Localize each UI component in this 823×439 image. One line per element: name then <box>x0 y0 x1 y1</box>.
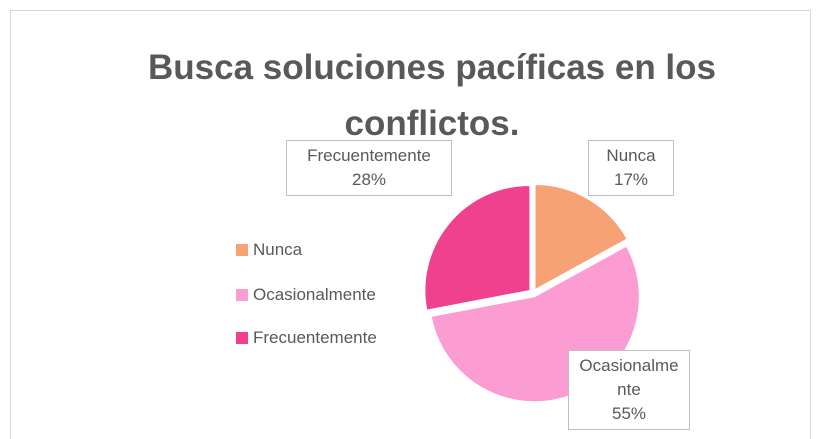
legend-entry: Ocasionalmente <box>236 285 376 305</box>
data-label: Frecuentemente 28% <box>286 140 452 196</box>
legend-entry: Frecuentemente <box>236 328 377 348</box>
pie-slice <box>534 184 628 291</box>
legend-label: Nunca <box>253 240 303 259</box>
data-label-category: Frecuentemente <box>307 146 431 165</box>
legend-swatch <box>236 289 248 301</box>
legend-label: Frecuentemente <box>253 328 377 347</box>
legend-swatch <box>236 332 248 344</box>
legend-swatch <box>236 244 248 256</box>
legend-label: Ocasionalmente <box>253 285 376 304</box>
data-label: Nunca 17% <box>588 140 674 196</box>
pie-slice <box>424 184 531 311</box>
chart-title: Busca soluciones pacíficas en los confli… <box>148 48 716 143</box>
data-label-value: 28% <box>351 170 387 189</box>
legend-entry: Nunca <box>236 240 302 260</box>
data-label: Ocasionalmente 55% <box>568 350 690 430</box>
data-label-value: 55% <box>611 404 647 423</box>
chart-frame <box>10 10 811 439</box>
data-label-category: Ocasionalmente <box>579 356 679 399</box>
data-label-category: Nunca <box>606 146 656 165</box>
data-label-value: 17% <box>613 170 649 189</box>
